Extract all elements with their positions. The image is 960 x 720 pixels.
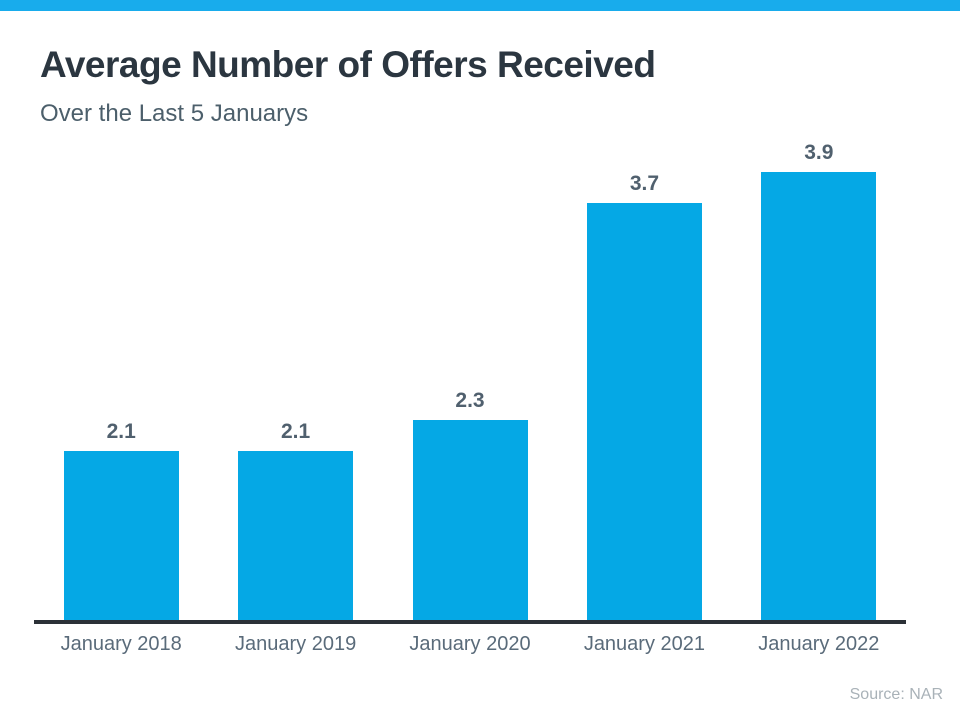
bar — [63, 451, 179, 622]
page-title: Average Number of Offers Received — [40, 44, 656, 85]
bar-column: 3.7 — [557, 132, 731, 622]
x-axis-label: January 2022 — [758, 633, 880, 655]
bar-value-label: 3.7 — [629, 172, 660, 196]
bar-column: 3.9 — [732, 132, 906, 622]
bar — [586, 203, 702, 622]
x-axis-label: January 2020 — [409, 633, 531, 655]
bar-column: 2.1 — [34, 132, 208, 622]
x-axis-line — [34, 620, 906, 624]
bar — [412, 420, 528, 622]
bar-value-label: 2.1 — [281, 420, 311, 444]
bar-column: 2.1 — [208, 132, 382, 622]
x-axis-label: January 2019 — [235, 633, 357, 655]
bar — [238, 451, 354, 622]
x-axis-label: January 2018 — [60, 633, 182, 655]
bar-chart: 2.1 2.1 2.3 3.7 3.9 — [34, 132, 906, 622]
page-subtitle: Over the Last 5 Januarys — [40, 100, 309, 127]
source-caption: Source: NAR — [849, 686, 943, 703]
bar-column: 2.3 — [383, 132, 557, 622]
bar-value-label: 2.1 — [106, 420, 136, 444]
bar-value-label: 3.9 — [804, 141, 834, 165]
bar — [761, 172, 877, 622]
x-axis-label: January 2021 — [583, 633, 706, 655]
x-axis-labels: January 2018 January 2019 January 2020 Janu… — [34, 633, 906, 656]
bar-value-label: 2.3 — [455, 389, 485, 413]
top-accent-strip — [0, 0, 960, 11]
